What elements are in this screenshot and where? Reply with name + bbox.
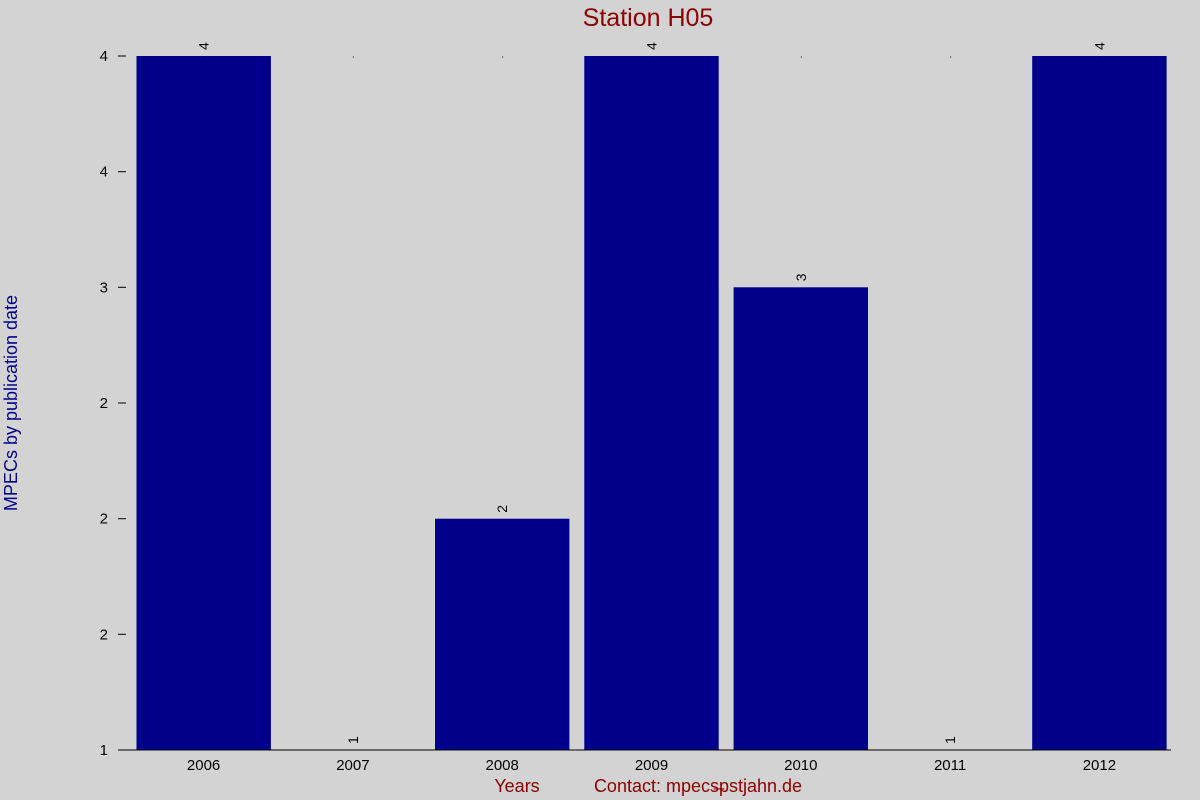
x-tick-label-2009: 2009 [635,757,668,774]
y-tick-label-2: 2 [100,511,108,528]
chart-title: Station H05 [583,4,714,32]
y-tick-label-6: 4 [100,48,108,65]
x-tick-label-2011: 2011 [934,757,966,774]
bar-2006 [136,56,271,750]
bar-2010 [733,287,868,750]
data-label-2006: 4 [196,42,212,50]
x-tick-label-2008: 2008 [486,757,519,774]
data-label-2007: 1 [345,736,361,744]
y-tick-label-3: 2 [100,395,108,412]
x-tick-label-2006: 2006 [187,757,220,774]
data-label-2011: 1 [942,736,958,744]
data-label-2010: 3 [793,273,809,281]
bar-2009 [584,56,719,750]
data-label-2009: 4 [644,42,660,50]
contact-footer: Contact: mpecs̶pstjahn.de [594,776,802,796]
y-tick-label-4: 3 [100,279,108,296]
bar-2008 [435,518,570,750]
y-tick-label-1: 2 [100,626,108,643]
x-axis-label: Years [494,776,539,796]
data-label-2012: 4 [1091,42,1107,50]
bar-2012 [1032,56,1167,750]
data-label-2008: 2 [494,505,510,513]
bars-group [136,56,1167,750]
x-tick-label-2010: 2010 [784,757,817,774]
y-tick-label-0: 1 [100,742,108,759]
y-axis-label: MPECs by publication date [1,295,21,511]
y-ticks-group: 1 2 2 2 3 4 4 [100,48,126,759]
y-tick-label-5: 4 [100,164,108,181]
x-tick-label-2007: 2007 [336,757,369,774]
data-labels-group: 4 1 2 4 3 1 4 [196,42,1108,744]
x-ticks-group: 2006 2007 2008 2009 2010 2011 2012 [187,56,1116,774]
x-tick-label-2012: 2012 [1083,757,1116,774]
